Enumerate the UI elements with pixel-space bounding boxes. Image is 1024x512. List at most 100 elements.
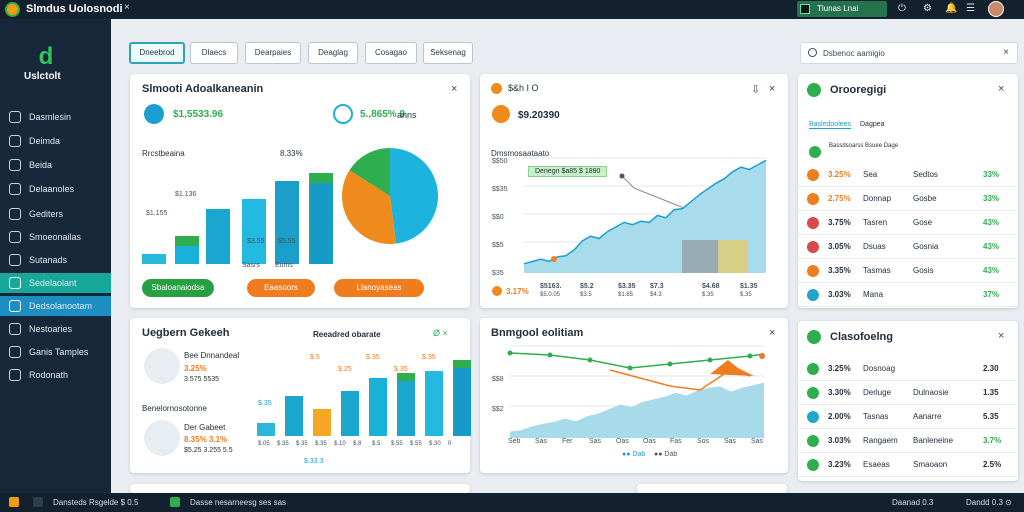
clear-search-icon[interactable]: ×: [1003, 47, 1009, 58]
settings-icon[interactable]: ☰: [966, 3, 975, 14]
chart-title: Rrcstbeaina: [142, 149, 185, 158]
row-value: 2.5%: [983, 460, 1002, 469]
axis-label: $.55: [410, 441, 422, 447]
tab-dearpaies[interactable]: Dearpaies: [245, 42, 301, 64]
bar-chart: $.5 $.25 $.35 $.35 $.35: [255, 346, 471, 436]
sub-tab[interactable]: Dagpea: [860, 121, 885, 128]
panel-header: $&h I O: [508, 83, 539, 93]
tab-dlaecs[interactable]: Dlaecs: [190, 42, 238, 64]
list-item[interactable]: 3.03% Rangaem Banleneine 3.7%: [798, 430, 1016, 453]
nav-icon: [9, 159, 21, 171]
status-icon: [807, 387, 819, 399]
item-pct: 3.25%: [184, 364, 207, 373]
close-icon[interactable]: ×: [769, 327, 776, 339]
list-item[interactable]: 3.25% Sea Sedtos 33%: [798, 164, 1016, 187]
power-icon[interactable]: ⏻: [898, 3, 906, 14]
user-chip[interactable]: Tlunas Lnai: [797, 1, 887, 17]
list-item[interactable]: 3.25% Dosnoag 2.30: [798, 358, 1016, 381]
list-item[interactable]: 3.75% Tasren Gose 43%: [798, 212, 1016, 235]
nav-icon: [9, 111, 21, 123]
action-button[interactable]: Eaasoors: [247, 279, 315, 297]
row-name: Esaeas: [863, 460, 890, 469]
list-item[interactable]: 3.35% Tasmas Gosis 43%: [798, 260, 1016, 283]
axis-label: $.55: [391, 441, 403, 447]
sidebar-item-smoeonailas[interactable]: Smoeonailas: [0, 227, 111, 247]
row-name: Donnap: [863, 194, 892, 203]
data-point: [587, 357, 593, 363]
bar-label: $.5: [310, 354, 320, 361]
sidebar-item-gediters[interactable]: Gediters: [0, 204, 111, 224]
gear-icon[interactable]: ⚙: [923, 3, 932, 14]
axis-label: Sas: [535, 438, 548, 445]
list-item[interactable]: 3.05% Dsuas Gosnia 43%: [798, 236, 1016, 259]
sidebar-item-deimda[interactable]: Deimda: [0, 131, 111, 151]
close-icon[interactable]: ×: [998, 330, 1005, 342]
list-item[interactable]: 3.03% Mana 37%: [798, 284, 1016, 307]
avatar[interactable]: [988, 1, 1004, 17]
action-button[interactable]: Llanoyaseas: [334, 279, 424, 297]
row-category: Gosis: [913, 266, 934, 275]
dollar-icon: [492, 286, 502, 296]
sidebar-item-sedelaolant[interactable]: Sedelaolant: [0, 273, 111, 293]
sidebar-item-dasmlesin[interactable]: Dasmlesin: [0, 107, 111, 127]
sidebar-item-dedsolanootam[interactable]: Dedsolanootam: [0, 296, 111, 316]
sidebar-item-sutanads[interactable]: Sutanads: [0, 250, 111, 270]
nav-icon: [9, 277, 21, 289]
user-thumb-icon: [800, 4, 810, 14]
data-point: [759, 353, 765, 359]
ok-icon[interactable]: Ø ×: [433, 328, 448, 338]
close-icon[interactable]: ×: [998, 83, 1005, 95]
status-icon: [807, 363, 819, 375]
overview-panel: Orooregigi × Basledoolees Dagpea Bassdso…: [798, 74, 1018, 308]
list-item[interactable]: 3.30% Derluge Dulnaosie 1.35: [798, 382, 1016, 405]
tab-seksenag[interactable]: Seksenag: [423, 42, 473, 64]
card-edge: [130, 484, 470, 493]
tab-dneebrod[interactable]: Dneebrod: [129, 42, 185, 64]
close-icon[interactable]: ×: [451, 83, 458, 95]
tab-strip: Dneebrod Dlaecs Dearpaies Deaglag Cosagao Sek…: [120, 34, 785, 72]
bar-label: $3.55: [247, 238, 265, 245]
title-bar: Slmdus Uolosnodi × Tlunas Lnai ⏻ ⚙ 🔔 ☰: [0, 0, 1024, 19]
status-icon: [807, 435, 819, 447]
action-button[interactable]: Sbaloanaiodsa: [142, 279, 214, 297]
sidebar-item-beida[interactable]: Beida: [0, 155, 111, 175]
row-name: Derluge: [863, 388, 892, 397]
sidebar-item-nestoaries[interactable]: Nestoaries: [0, 319, 111, 339]
search-input[interactable]: Dsbenoc aamigio ×: [800, 42, 1018, 64]
sidebar-item-label: Beida: [29, 160, 53, 170]
axis-label: Sos: [697, 438, 710, 445]
search-icon: [808, 48, 817, 57]
bar-label: $.35: [366, 354, 380, 361]
sub-tab-active[interactable]: Basledoolees: [809, 121, 852, 129]
data-point: [547, 352, 553, 358]
axis-label: $.8: [353, 441, 362, 447]
sidebar-item-ganis-tamples[interactable]: Ganis Tamples: [0, 342, 111, 362]
sidebar-item-rodonath[interactable]: Rodonath: [0, 365, 111, 385]
bell-icon[interactable]: 🔔: [945, 3, 958, 14]
bar: [275, 181, 299, 264]
section-label: Benelornosotonne: [142, 404, 207, 413]
footer-pct: 3.17%: [506, 287, 529, 296]
list-item[interactable]: 2.75% Donnap Gosbe 33%: [798, 188, 1016, 211]
bar: [142, 254, 166, 264]
brand-name: Uslctolt: [24, 71, 61, 82]
tab-cosagao[interactable]: Cosagao: [365, 42, 417, 64]
axis-label: Sas: [724, 438, 737, 445]
export-icon[interactable]: ⇩: [751, 84, 761, 96]
row-category: Gosnia: [913, 242, 939, 251]
kpi-value: $9.20390: [518, 110, 560, 121]
chat-icon[interactable]: [33, 497, 43, 507]
close-icon[interactable]: ×: [124, 2, 130, 13]
row-value: 2.30: [983, 364, 999, 373]
list-item[interactable]: 2.00% Tasnas Aanarre 5.35: [798, 406, 1016, 429]
tab-deaglag[interactable]: Deaglag: [308, 42, 358, 64]
timer-icon: [333, 104, 353, 124]
close-icon[interactable]: ×: [769, 83, 776, 95]
bar: [285, 395, 303, 436]
row-pct: 3.30%: [828, 388, 851, 397]
list-item[interactable]: 3.23% Esaeas Smaoaon 2.5%: [798, 454, 1016, 477]
bar-cap: [309, 173, 333, 183]
axis-label: Oas: [616, 438, 629, 445]
row-category: Gose: [913, 218, 933, 227]
sidebar-item-delaanoles[interactable]: Delaanoles: [0, 179, 111, 199]
